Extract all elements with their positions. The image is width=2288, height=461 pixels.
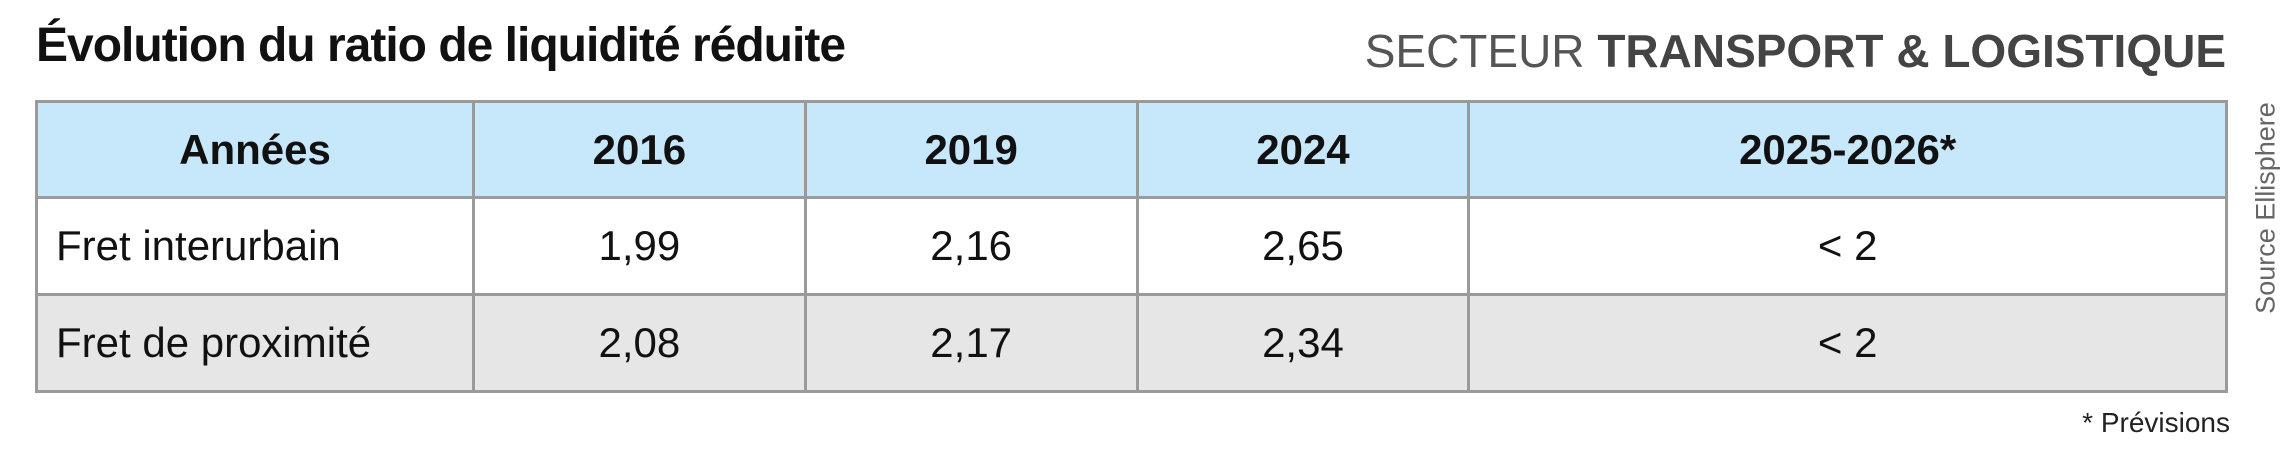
footnote: * Prévisions [2082,407,2230,438]
cell: 2,17 [803,293,1139,393]
data-table: Années 2016 2019 2024 2025-2026* Fret interu… [35,100,2228,393]
cell: 1,99 [472,196,807,296]
cell: 2,16 [803,196,1139,296]
cell: 2,08 [472,293,807,393]
header-row: Années 2016 2019 2024 2025-2026* [35,100,2228,199]
header-cell: 2016 [472,100,807,199]
row-label: Fret de proximité [35,293,475,393]
table-row: Fret de proximité 2,08 2,17 2,34 < 2 [35,293,2228,393]
subtitle-prefix: SECTEUR [1364,25,1585,77]
header-cell: 2025-2026* [1467,100,2228,199]
cell: 2,34 [1135,293,1471,393]
row-label: Fret interurbain [35,196,475,296]
header-cell: Années [35,100,475,199]
cell: < 2 [1467,196,2228,296]
cell: < 2 [1467,293,2228,393]
title: Évolution du ratio de liquidité réduite [36,19,846,72]
subtitle-emphasis: TRANSPORT & LOGISTIQUE [1597,25,2226,77]
header-cell: 2019 [803,100,1139,199]
source: Source Ellisphere [2250,102,2281,314]
subtitle: SECTEUR TRANSPORT & LOGISTIQUE [1365,24,2226,78]
header-cell: 2024 [1135,100,1471,199]
table-row: Fret interurbain 1,99 2,16 2,65 < 2 [35,196,2228,296]
cell: 2,65 [1135,196,1471,296]
